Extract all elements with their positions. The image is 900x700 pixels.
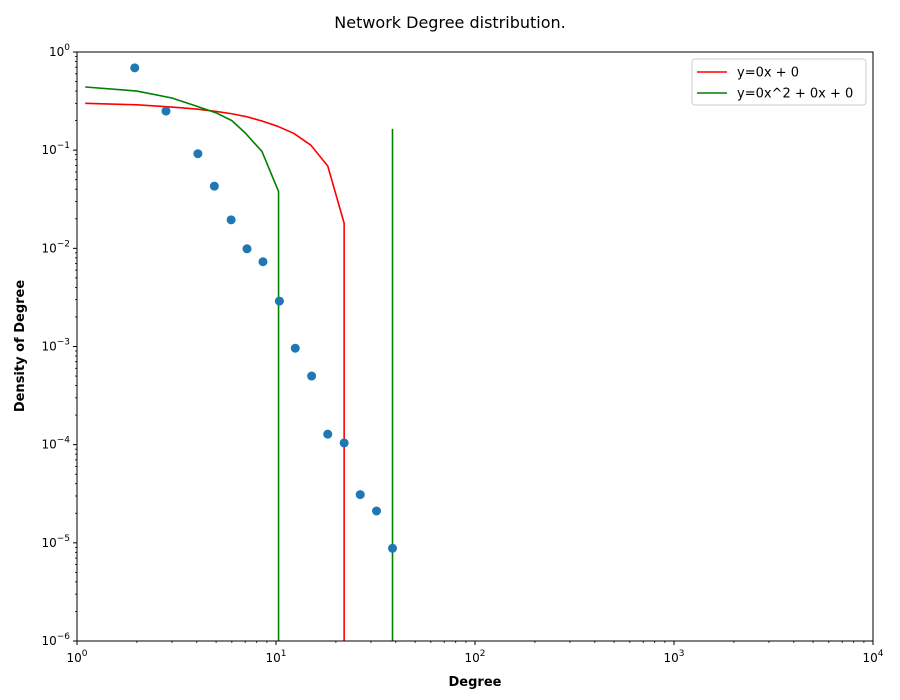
- data-point: [339, 438, 349, 448]
- legend-label-0: y=0x + 0: [737, 66, 799, 81]
- legend-label-1: y=0x^2 + 0x + 0: [737, 87, 853, 102]
- ticks-layer: 100 101 102 103 104 100 10−1 10−2 10−3 10−4 10−5 10…: [41, 43, 883, 665]
- chart-title: Network Degree distribution.: [334, 13, 565, 32]
- data-point: [323, 429, 333, 439]
- legend-box: [691, 58, 867, 106]
- legend: y=0x + 0 y=0x^2 + 0x + 0: [691, 58, 867, 106]
- x-tick-label: 103: [663, 649, 684, 665]
- y-tick-label: 10−6: [41, 632, 70, 648]
- data-point: [209, 181, 219, 191]
- data-point: [226, 215, 236, 225]
- x-tick-label: 101: [265, 649, 286, 665]
- y-tick-label: 10−5: [41, 534, 70, 550]
- y-tick-label: 100: [49, 43, 70, 59]
- series-layer: [85, 86, 394, 641]
- plot-frame: [76, 51, 874, 642]
- series-line-0: [85, 102, 345, 641]
- data-point: [388, 543, 398, 553]
- data-point: [274, 296, 284, 306]
- series-line-1: [85, 86, 394, 641]
- data-point: [161, 106, 171, 116]
- data-point: [258, 257, 268, 267]
- data-point: [307, 371, 317, 381]
- y-tick-label: 10−2: [41, 239, 70, 255]
- y-tick-label: 10−3: [41, 338, 70, 354]
- data-point: [193, 149, 203, 159]
- data-point: [242, 244, 252, 254]
- y-tick-label: 10−4: [41, 436, 70, 452]
- x-tick-label: 102: [464, 649, 485, 665]
- data-point: [355, 490, 365, 500]
- points-layer: [130, 63, 398, 553]
- data-point: [372, 506, 382, 516]
- x-axis-label: Degree: [449, 675, 502, 690]
- data-point: [130, 63, 140, 73]
- x-tick-label: 100: [66, 649, 87, 665]
- data-point: [290, 343, 300, 353]
- x-tick-label: 104: [862, 649, 883, 665]
- y-tick-label: 10−1: [41, 141, 70, 157]
- y-axis-label: Density of Degree: [13, 280, 28, 413]
